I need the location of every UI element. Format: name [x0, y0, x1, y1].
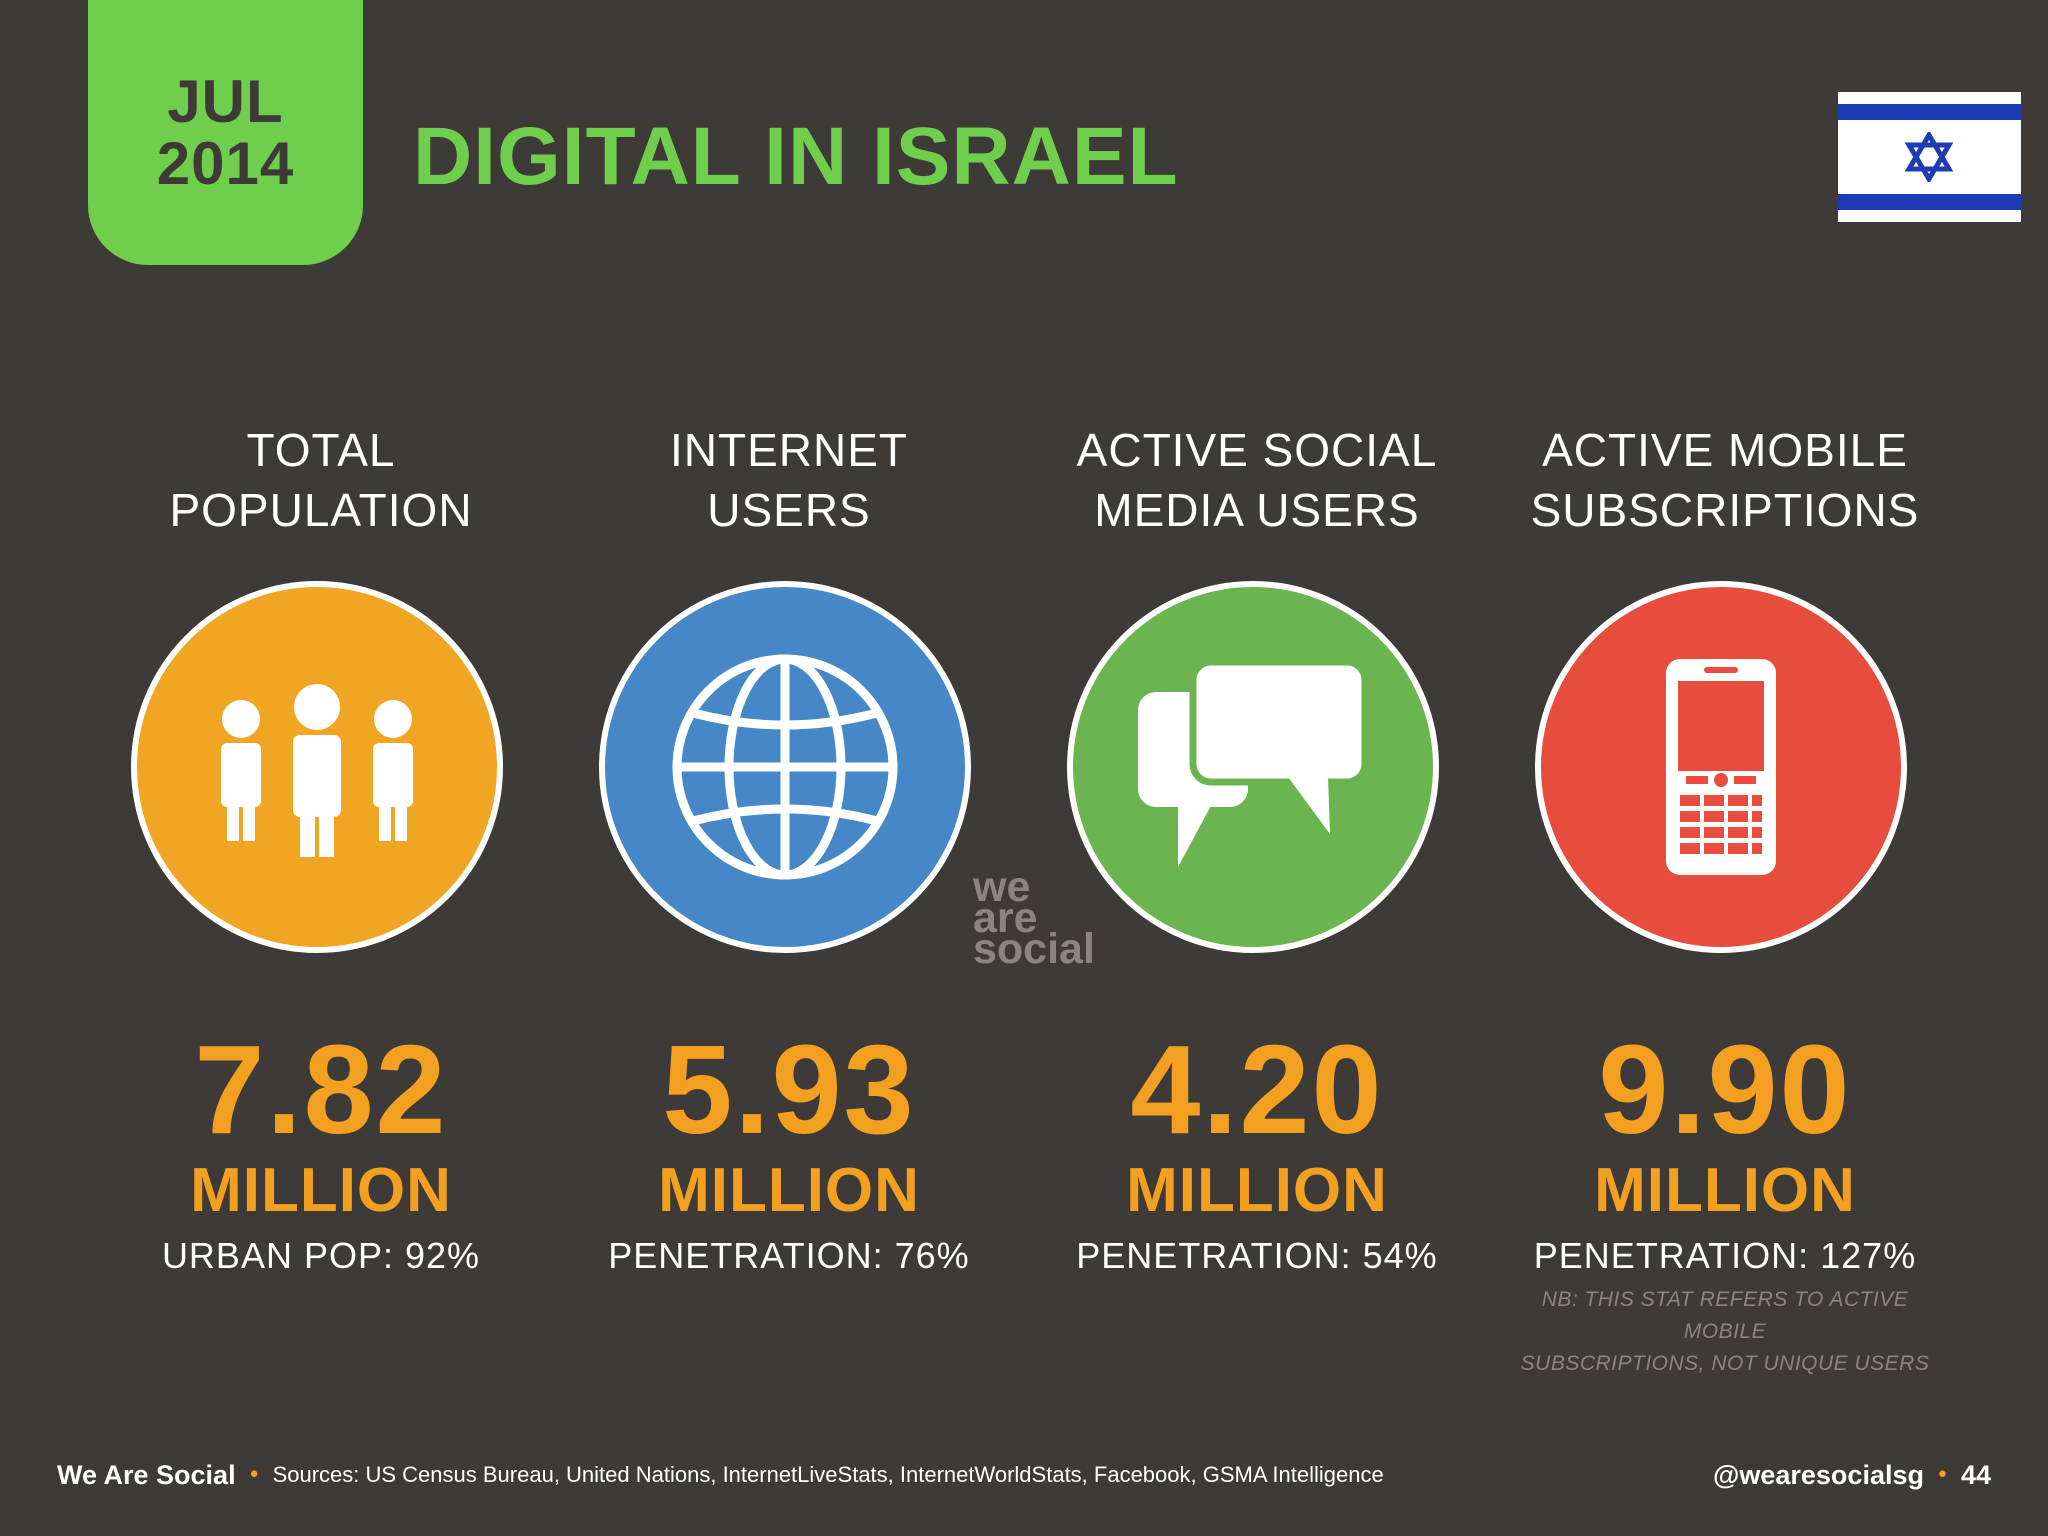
people-icon [131, 581, 503, 953]
stat-total-population: TOTAL POPULATION 7.82 MILLION URBAN POP:… [101, 0, 541, 1400]
footer-handle: @wearesocialsg [1713, 1459, 1924, 1490]
stat-value: 7.82 [194, 1019, 448, 1160]
page-title: DIGITAL IN ISRAEL [413, 111, 1179, 202]
date-year: 2014 [156, 129, 295, 197]
date-badge: JUL 2014 [88, 0, 363, 265]
stat-unit: MILLION [1126, 1156, 1388, 1225]
stat-label: TOTAL POPULATION [169, 424, 473, 536]
stat-subtext: PENETRATION: 54% [1076, 1235, 1438, 1276]
globe-icon [599, 581, 971, 953]
stat-social-media-users: ACTIVE SOCIAL MEDIA USERS 4.20 MILLION P… [1037, 0, 1477, 1400]
stat-subtext: URBAN POP: 92% [161, 1235, 481, 1276]
stat-value: 4.20 [1130, 1019, 1384, 1160]
stat-subtext: PENETRATION: 127% [1533, 1235, 1917, 1276]
stat-unit: MILLION [190, 1156, 452, 1225]
stat-mobile-subscriptions: ACTIVE MOBILE SUBSCRIPTIONS 9.90 MILLION… [1505, 0, 1945, 1400]
stat-unit: MILLION [1594, 1156, 1856, 1225]
page-number: 44 [1960, 1459, 1991, 1490]
star-of-david-icon [1904, 132, 1954, 182]
stat-unit: MILLION [658, 1156, 920, 1225]
stat-label: ACTIVE SOCIAL MEDIA USERS [1076, 424, 1438, 536]
stat-label: INTERNET USERS [670, 424, 908, 536]
footer: We Are Social • Sources: US Census Burea… [57, 1455, 1991, 1495]
stat-value: 5.93 [662, 1019, 916, 1160]
stat-internet-users: INTERNET USERS 5.93 MILLION PENETRATION:… [569, 0, 1009, 1400]
footer-separator: • [247, 1462, 261, 1488]
stat-value: 9.90 [1598, 1019, 1852, 1160]
footer-separator: • [1935, 1462, 1949, 1488]
we-are-social-watermark: we are social [973, 863, 1095, 973]
stat-label: ACTIVE MOBILE SUBSCRIPTIONS [1530, 424, 1920, 536]
footer-brand: We Are Social [57, 1459, 236, 1490]
footer-sources: Sources: US Census Bureau, United Nation… [272, 1462, 1384, 1487]
date-month: JUL [167, 67, 284, 135]
israel-flag-icon [1838, 92, 2021, 222]
mobile-phone-icon [1535, 581, 1907, 953]
speech-bubbles-icon [1067, 581, 1439, 953]
stat-footnote: NB: THIS STAT REFERS TO ACTIVE MOBILE SU… [1520, 1288, 1930, 1375]
stat-subtext: PENETRATION: 76% [608, 1235, 970, 1276]
